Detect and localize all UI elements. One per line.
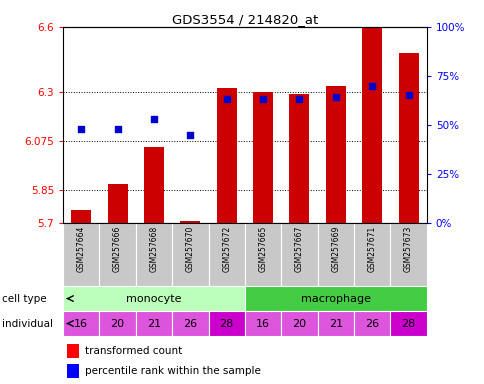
Bar xyxy=(289,94,309,223)
Bar xyxy=(317,223,353,286)
Text: 21: 21 xyxy=(147,318,161,329)
Bar xyxy=(390,311,426,336)
Text: GSM257669: GSM257669 xyxy=(331,226,340,272)
Bar xyxy=(136,223,172,286)
Text: GSM257667: GSM257667 xyxy=(294,226,303,272)
Bar xyxy=(244,223,281,286)
Text: 21: 21 xyxy=(328,318,342,329)
Text: GSM257665: GSM257665 xyxy=(258,226,267,272)
Bar xyxy=(208,223,244,286)
Bar xyxy=(63,311,99,336)
Bar xyxy=(353,311,390,336)
Bar xyxy=(63,223,99,286)
Text: GSM257672: GSM257672 xyxy=(222,226,231,272)
Title: GDS3554 / 214820_at: GDS3554 / 214820_at xyxy=(171,13,318,26)
Bar xyxy=(172,311,208,336)
Text: GSM257673: GSM257673 xyxy=(403,226,412,272)
Bar xyxy=(390,223,426,286)
Text: 28: 28 xyxy=(401,318,415,329)
Point xyxy=(404,92,411,98)
Bar xyxy=(136,311,172,336)
Point xyxy=(222,96,230,103)
Text: GSM257664: GSM257664 xyxy=(76,226,86,272)
Bar xyxy=(244,286,426,311)
Bar xyxy=(99,223,136,286)
Bar xyxy=(63,286,244,311)
Bar xyxy=(281,311,317,336)
Point xyxy=(150,116,157,122)
Text: GSM257666: GSM257666 xyxy=(113,226,122,272)
Text: GSM257668: GSM257668 xyxy=(149,226,158,272)
Point xyxy=(113,126,121,132)
Bar xyxy=(107,184,127,223)
Text: GSM257671: GSM257671 xyxy=(367,226,376,272)
Bar xyxy=(172,223,208,286)
Bar xyxy=(253,92,272,223)
Text: transformed count: transformed count xyxy=(85,346,182,356)
Bar xyxy=(362,27,381,223)
Bar xyxy=(67,344,79,358)
Point xyxy=(77,126,85,132)
Text: percentile rank within the sample: percentile rank within the sample xyxy=(85,366,260,376)
Bar xyxy=(144,147,164,223)
Bar xyxy=(244,311,281,336)
Text: 16: 16 xyxy=(74,318,88,329)
Text: GSM257670: GSM257670 xyxy=(185,226,195,272)
Point xyxy=(186,132,194,138)
Bar xyxy=(99,311,136,336)
Text: cell type: cell type xyxy=(2,293,47,304)
Text: monocyte: monocyte xyxy=(126,293,182,304)
Text: 20: 20 xyxy=(292,318,306,329)
Point xyxy=(368,83,376,89)
Point xyxy=(295,96,303,103)
Bar xyxy=(325,86,345,223)
Point xyxy=(258,96,266,103)
Bar xyxy=(398,53,418,223)
Point xyxy=(331,94,339,101)
Text: 28: 28 xyxy=(219,318,233,329)
Text: 26: 26 xyxy=(364,318,378,329)
Bar xyxy=(216,88,236,223)
Bar xyxy=(208,311,244,336)
Bar xyxy=(353,223,390,286)
Text: 26: 26 xyxy=(183,318,197,329)
Bar xyxy=(71,210,91,223)
Text: macrophage: macrophage xyxy=(300,293,370,304)
Text: 16: 16 xyxy=(256,318,270,329)
Bar xyxy=(281,223,317,286)
Text: 20: 20 xyxy=(110,318,124,329)
Bar xyxy=(180,220,200,223)
Text: individual: individual xyxy=(2,318,53,329)
Bar xyxy=(317,311,353,336)
Bar xyxy=(67,364,79,378)
